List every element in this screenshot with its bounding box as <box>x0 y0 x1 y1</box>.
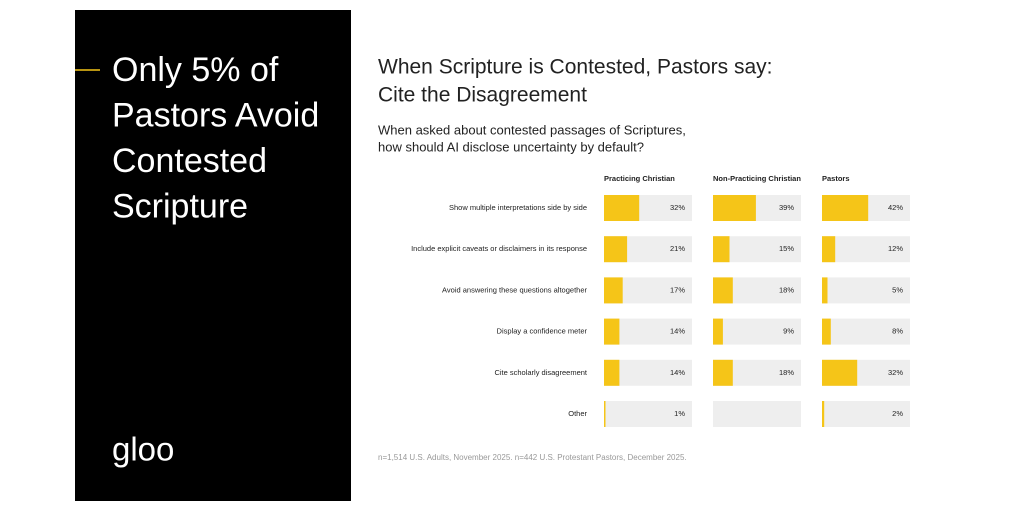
category-label: Display a confidence meter <box>497 327 588 336</box>
bar <box>604 318 620 345</box>
bar <box>713 359 733 386</box>
value-label: 32% <box>670 203 685 212</box>
category-label: Other <box>568 409 587 418</box>
value-label: 39% <box>779 203 794 212</box>
headline: Only 5% of <box>112 51 279 89</box>
bar <box>822 318 831 345</box>
value-label: 18% <box>779 368 794 377</box>
value-label: 42% <box>888 203 903 212</box>
bar <box>713 277 733 304</box>
headline: Pastors Avoid <box>112 96 319 134</box>
bar <box>713 195 756 221</box>
bar <box>604 359 620 386</box>
bar-track <box>822 236 910 263</box>
bar <box>822 401 825 427</box>
value-label: 1% <box>674 409 685 418</box>
chart-subtitle: how should AI disclose uncertainty by de… <box>378 139 644 154</box>
value-label: 14% <box>670 327 685 336</box>
bar <box>822 236 836 263</box>
bar <box>822 195 869 221</box>
footnote: n=1,514 U.S. Adults, November 2025. n=44… <box>378 453 687 462</box>
value-label: 12% <box>888 244 903 253</box>
value-label: 21% <box>670 244 685 253</box>
bar-track <box>713 318 801 345</box>
bar <box>822 359 858 386</box>
legend-label: Pastors <box>822 174 850 183</box>
bar <box>822 277 828 304</box>
legend-label: Practicing Christian <box>604 174 675 183</box>
headline-panel <box>75 10 351 501</box>
category-label: Include explicit caveats or disclaimers … <box>411 244 587 253</box>
bar-track <box>713 401 801 427</box>
value-label: 15% <box>779 244 794 253</box>
value-label: 8% <box>892 327 903 336</box>
value-label: 32% <box>888 368 903 377</box>
value-label: 17% <box>670 285 685 294</box>
bar <box>604 277 623 304</box>
headline: Contested <box>112 142 267 180</box>
category-label: Cite scholarly disagreement <box>494 368 587 377</box>
bar <box>713 318 723 345</box>
bar <box>713 236 730 263</box>
headline: Scripture <box>112 187 248 225</box>
category-label: Avoid answering these questions altogeth… <box>442 285 587 294</box>
bar <box>604 401 606 427</box>
chart-subtitle: When asked about contested passages of S… <box>378 122 686 137</box>
bar-track <box>604 401 692 427</box>
bar <box>604 195 640 221</box>
category-label: Show multiple interpretations side by si… <box>449 203 587 212</box>
bar <box>604 236 628 263</box>
value-label: 2% <box>892 409 903 418</box>
value-label: 9% <box>783 327 794 336</box>
bar-track <box>822 277 910 304</box>
brand: gloo <box>112 431 174 468</box>
bar-track <box>822 318 910 345</box>
legend-label: Non-Practicing Christian <box>713 174 801 183</box>
value-label: 18% <box>779 285 794 294</box>
bar-track <box>822 401 910 427</box>
value-label: 5% <box>892 285 903 294</box>
chart-title: Cite the Disagreement <box>378 84 587 107</box>
chart-title: When Scripture is Contested, Pastors say… <box>378 56 773 79</box>
value-label: 14% <box>670 368 685 377</box>
